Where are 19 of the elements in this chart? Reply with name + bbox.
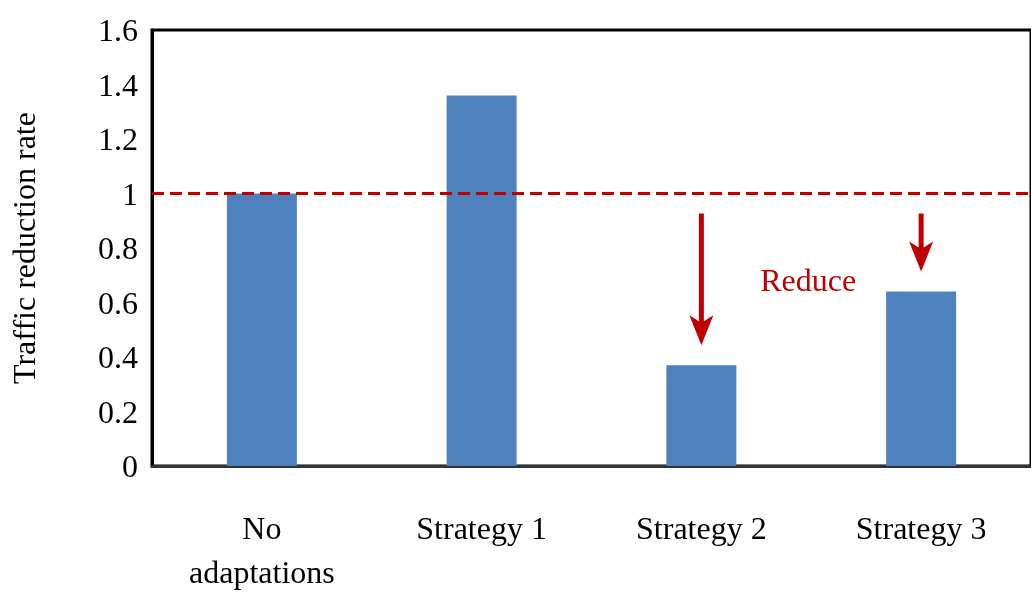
bar [446,95,517,466]
x-tick-label: Strategy 3 [855,510,987,546]
y-tick-label: 0.2 [98,393,138,430]
x-tick-label: Strategy 2 [636,510,767,546]
x-tick-label: Strategy 1 [416,510,547,546]
y-axis-title: Traffic reduction rate [6,112,42,384]
bar [886,291,957,466]
y-tick-label: 0.8 [98,230,138,266]
y-tick-label: 0.6 [98,284,138,321]
y-tick-label: 0 [122,448,138,484]
y-tick-label: 1 [122,175,138,212]
bar [226,193,297,466]
x-tick-label: No adaptations [189,510,335,590]
y-tick-label: 0.4 [98,339,138,375]
bar [666,365,737,466]
y-tick-label: 1.4 [98,66,138,103]
y-tick-label: 1.2 [98,121,138,157]
y-tick-label: 1.6 [98,12,138,48]
annotation: Reduce [760,261,857,298]
